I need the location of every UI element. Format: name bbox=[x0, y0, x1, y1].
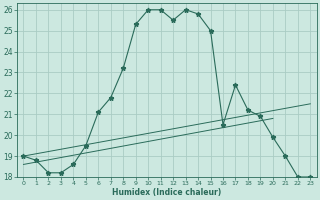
X-axis label: Humidex (Indice chaleur): Humidex (Indice chaleur) bbox=[112, 188, 221, 197]
